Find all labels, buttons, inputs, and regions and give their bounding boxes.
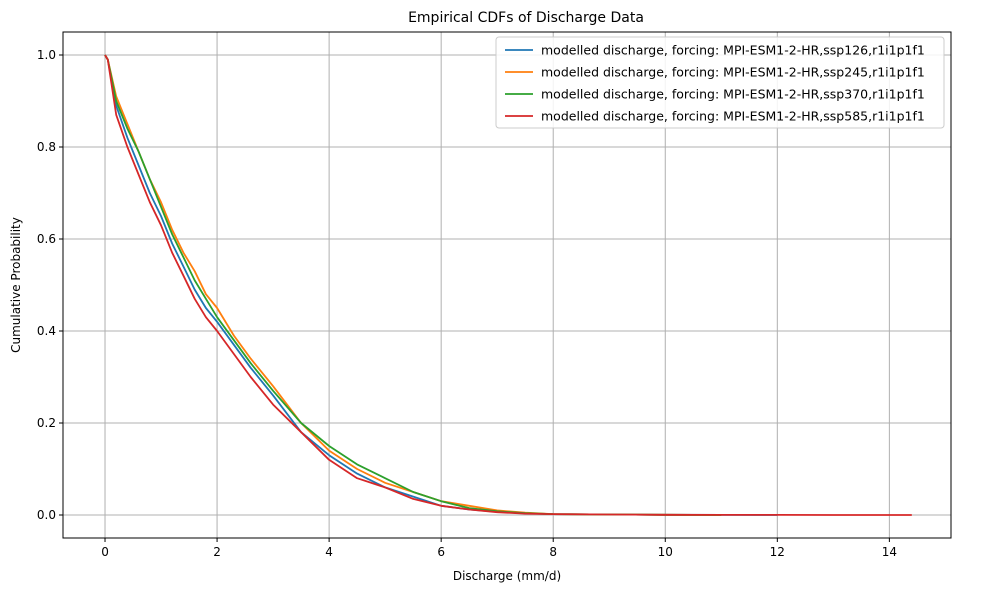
- legend-label-3: modelled discharge, forcing: MPI-ESM1-2-…: [541, 87, 925, 102]
- chart-title: Empirical CDFs of Discharge Data: [408, 10, 644, 26]
- legend: modelled discharge, forcing: MPI-ESM1-2-…: [495, 36, 945, 129]
- x-axis-label: Discharge (mm/d): [453, 569, 561, 583]
- legend-label-1: modelled discharge, forcing: MPI-ESM1-2-…: [541, 43, 925, 58]
- series-layer: [104, 54, 912, 516]
- y-axis-label: Cumulative Probability: [9, 217, 23, 353]
- x-tick-label: 0: [101, 545, 109, 559]
- y-tick-label: 0.0: [37, 508, 56, 522]
- y-tick-label: 1.0: [37, 48, 56, 62]
- y-tick-label: 0.4: [37, 324, 56, 338]
- series-line-4: [104, 54, 912, 516]
- x-tick-label: 8: [549, 545, 557, 559]
- y-tick-label: 0.2: [37, 416, 56, 430]
- legend-box: [495, 36, 945, 129]
- legend-label-4: modelled discharge, forcing: MPI-ESM1-2-…: [541, 109, 925, 124]
- x-tick-label: 14: [882, 545, 897, 559]
- x-tick-label: 10: [658, 545, 673, 559]
- legend-label-2: modelled discharge, forcing: MPI-ESM1-2-…: [541, 65, 925, 80]
- y-tick-label: 0.6: [37, 232, 56, 246]
- y-axis-ticks: 0.0 0.2 0.4 0.6 0.8 1.0: [37, 48, 63, 522]
- x-tick-label: 12: [770, 545, 785, 559]
- x-axis-ticks: 0 2 4 6 8 10 12 14: [101, 538, 897, 559]
- plot-frame: [62, 31, 952, 539]
- x-tick-label: 6: [437, 545, 445, 559]
- x-tick-label: 2: [213, 545, 221, 559]
- x-tick-label: 4: [325, 545, 333, 559]
- y-tick-label: 0.8: [37, 140, 56, 154]
